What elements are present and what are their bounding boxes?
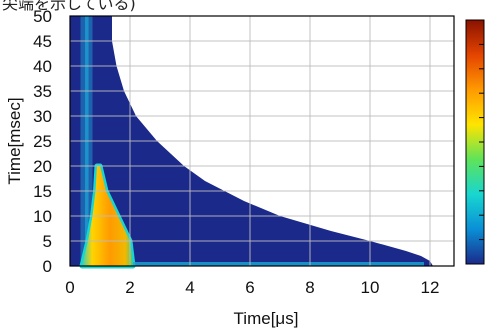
y-tick-label: 40	[33, 57, 52, 76]
y-tick-label: 0	[43, 257, 52, 276]
x-tick-label: 0	[65, 278, 74, 297]
data-region	[70, 16, 433, 266]
y-tick-label: 25	[33, 132, 52, 151]
y-tick-label: 10	[33, 207, 52, 226]
y-tick-label: 35	[33, 82, 52, 101]
x-tick-label: 2	[125, 278, 134, 297]
plot-frame	[69, 15, 455, 267]
x-tick-label: 10	[361, 278, 380, 297]
y-tick-label: 45	[33, 32, 52, 51]
x-tick-label: 8	[305, 278, 314, 297]
x-tick-label: 4	[185, 278, 194, 297]
y-tick-label: 30	[33, 107, 52, 126]
y-tick-label: 5	[43, 232, 52, 251]
x-axis-label: Time[μs]	[234, 309, 299, 328]
y-tick-label: 50	[33, 7, 52, 26]
y-tick-label: 15	[33, 182, 52, 201]
y-axis-label: Time[msec]	[5, 97, 24, 184]
x-tick-label: 12	[421, 278, 440, 297]
y-tick-label: 20	[33, 157, 52, 176]
caption-fragment: 尖端を示している)	[2, 0, 136, 13]
baseline-band	[133, 262, 424, 266]
x-tick-label: 6	[245, 278, 254, 297]
